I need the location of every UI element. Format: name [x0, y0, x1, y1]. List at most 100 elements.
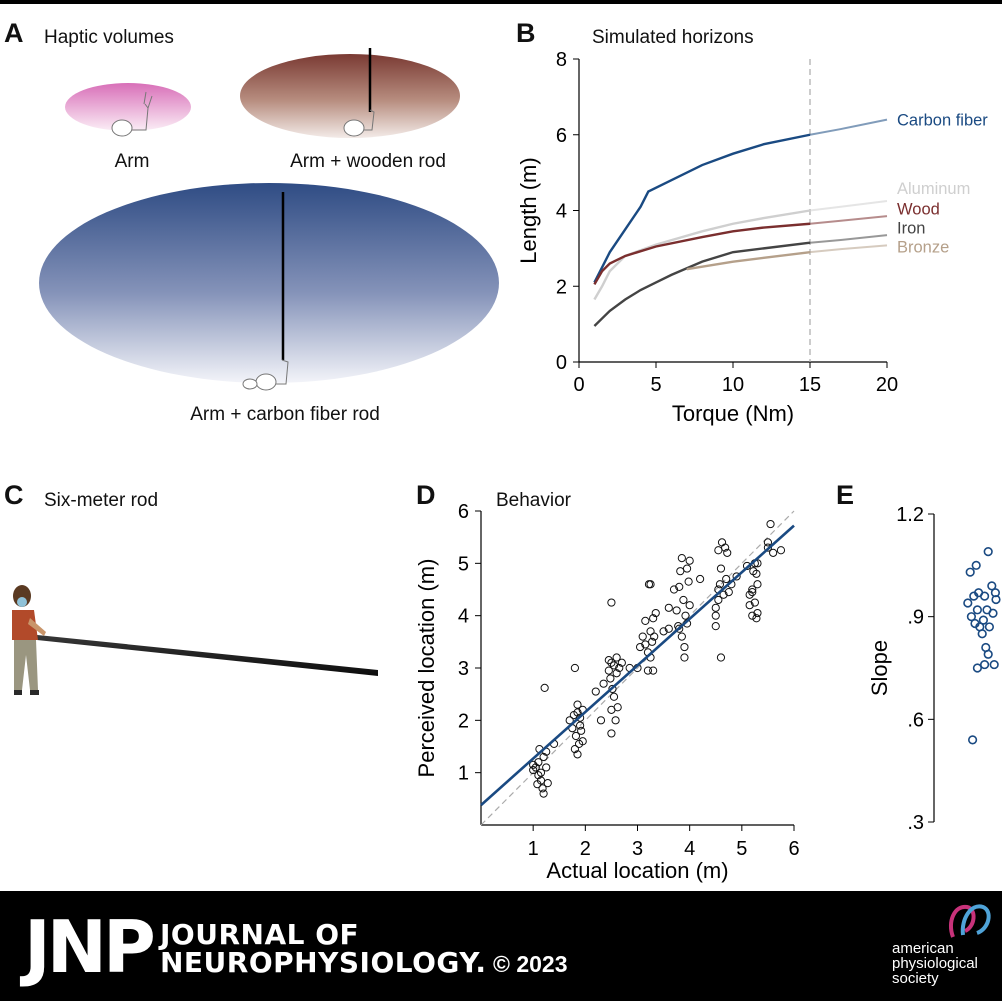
data-point	[672, 606, 681, 615]
series-label: Wood	[897, 201, 940, 219]
slope-point	[988, 608, 998, 618]
data-point	[573, 708, 582, 717]
data-point	[538, 784, 547, 793]
publisher-line-2: physiological	[892, 955, 978, 972]
data-point	[615, 663, 624, 673]
data-point	[543, 779, 552, 788]
data-point	[753, 608, 762, 618]
data-point	[612, 653, 621, 662]
publisher-line-3: society	[892, 970, 939, 987]
panel-d-title: Behavior	[496, 490, 571, 511]
data-point	[577, 726, 586, 735]
data-point	[748, 585, 757, 594]
data-point	[717, 538, 727, 547]
data-point	[679, 595, 688, 605]
arm-carbon-figure-icon	[242, 359, 289, 391]
panel-letter-b: B	[516, 18, 536, 48]
series-extension-line	[809, 200, 888, 212]
data-point	[675, 624, 684, 633]
y-tick-label: 0	[556, 352, 567, 374]
y-tick-label: 2	[556, 276, 567, 298]
data-point	[599, 679, 608, 688]
data-point	[533, 780, 542, 789]
data-point	[753, 580, 762, 589]
data-point	[609, 661, 619, 670]
data-point	[539, 789, 548, 798]
x-tick-label: 20	[876, 374, 898, 396]
data-point	[578, 737, 587, 746]
series-label: Bronze	[897, 238, 949, 256]
data-point	[570, 745, 580, 754]
y-tick-label: 4	[556, 201, 567, 223]
data-point	[748, 588, 757, 597]
data-point	[540, 683, 549, 692]
series-extension-line	[809, 215, 888, 225]
x-tick-label: 15	[799, 374, 821, 396]
slope-point	[979, 659, 990, 670]
top-rule	[0, 0, 1002, 4]
panel-letter-c: C	[4, 480, 24, 510]
data-point	[766, 519, 775, 529]
data-point	[659, 627, 668, 636]
series-line	[593, 222, 811, 285]
x-tick-label: 4	[684, 838, 695, 860]
data-point	[732, 572, 741, 581]
series-line	[686, 250, 811, 271]
y-tick-label: 2	[458, 710, 469, 732]
data-point	[675, 582, 684, 591]
data-point	[576, 713, 585, 722]
slope-point	[977, 629, 987, 639]
data-point	[669, 585, 679, 594]
slope-point	[971, 560, 981, 570]
identity-dashed-line	[480, 510, 795, 826]
aps-logo-icon	[948, 904, 991, 938]
data-point	[612, 669, 621, 678]
x-tick-label: 5	[650, 374, 661, 396]
panel-b-title: Simulated horizons	[592, 27, 754, 48]
data-point	[534, 771, 543, 780]
data-point	[711, 611, 720, 620]
data-point	[714, 595, 723, 605]
wood-volume-ellipse	[240, 54, 460, 138]
data-point	[643, 666, 653, 675]
data-point	[617, 658, 626, 667]
data-point	[716, 653, 726, 662]
x-axis-label: Torque (Nm)	[672, 401, 794, 426]
person-holding-rod-image	[12, 585, 46, 695]
y-tick-label: 8	[556, 49, 567, 71]
publisher-name: american physiological society	[892, 941, 978, 986]
slope-point	[967, 735, 978, 745]
series-label: Iron	[897, 220, 925, 238]
data-point	[649, 666, 658, 675]
data-point	[576, 721, 585, 730]
data-point	[769, 548, 778, 557]
data-point	[571, 731, 581, 741]
x-tick-label: 2	[580, 838, 591, 860]
data-point	[745, 590, 754, 599]
data-point	[608, 684, 617, 694]
data-point	[613, 703, 622, 712]
data-point	[685, 601, 694, 610]
y-axis-label: Slope	[867, 640, 892, 696]
data-point	[607, 658, 616, 667]
data-point	[677, 554, 686, 563]
series-line	[593, 209, 811, 301]
jnp-logo: JNP	[24, 905, 156, 989]
x-tick-label: 3	[632, 838, 643, 860]
data-point	[609, 692, 619, 701]
data-point	[646, 580, 655, 589]
data-point	[724, 588, 733, 597]
data-point	[591, 687, 600, 696]
data-point	[604, 656, 613, 665]
data-point	[641, 616, 650, 626]
slope-point	[983, 547, 993, 557]
data-point	[722, 574, 731, 584]
series-line	[593, 133, 811, 284]
copyright-text: © 2023	[493, 951, 568, 977]
x-tick-label: 6	[788, 838, 799, 860]
data-point	[715, 580, 725, 589]
data-point	[649, 614, 658, 623]
data-point	[650, 632, 659, 641]
data-point	[636, 642, 645, 652]
data-point	[596, 716, 606, 725]
